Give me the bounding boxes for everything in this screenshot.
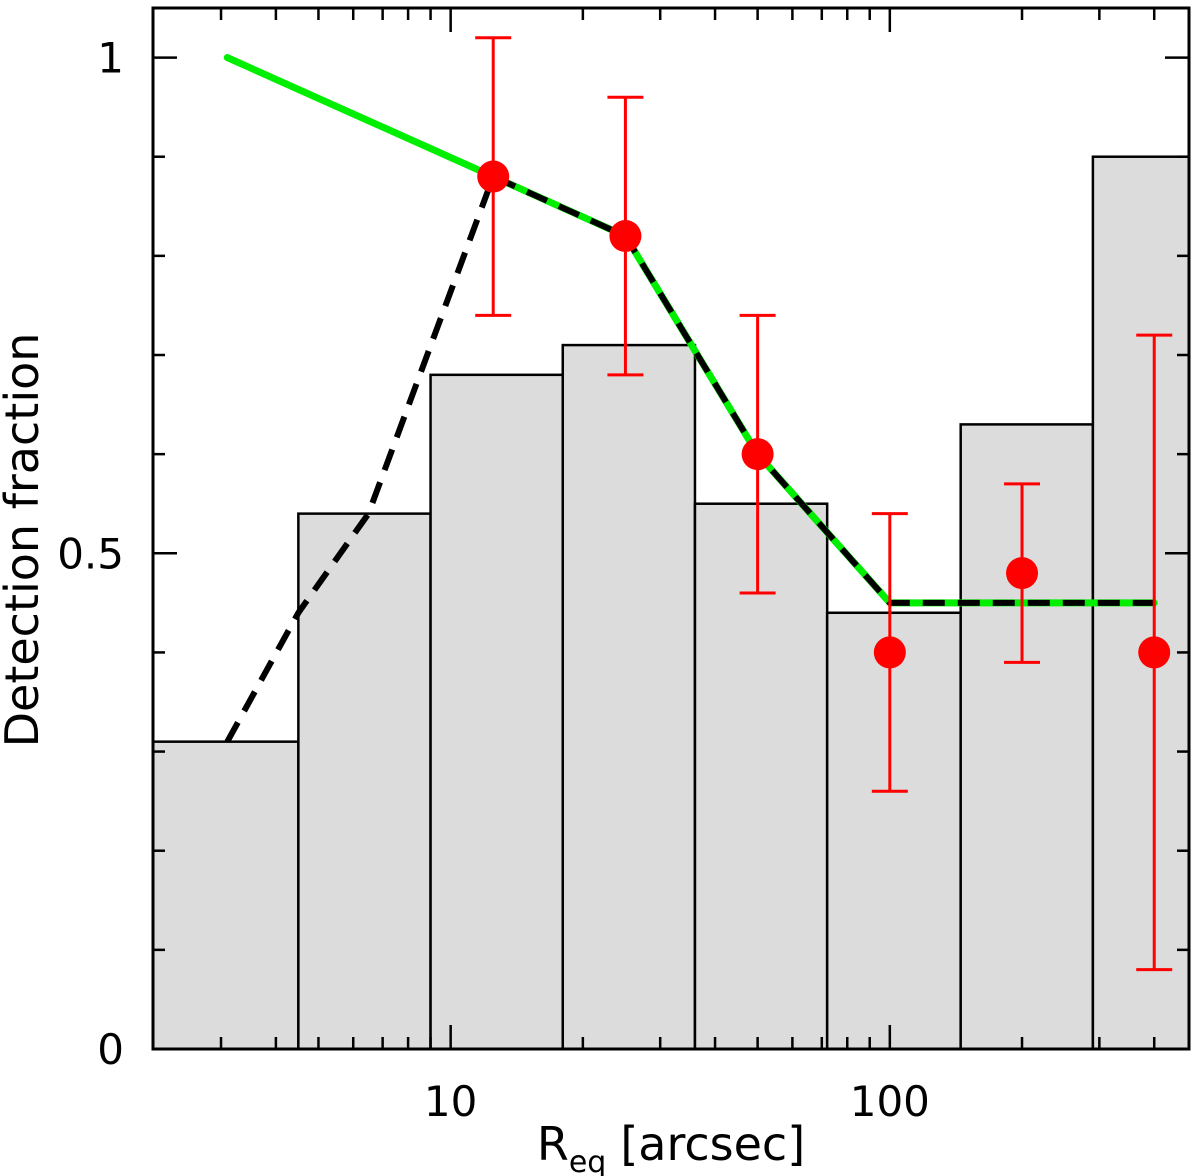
axis-ticks — [153, 8, 1189, 1051]
x-axis-title-main: R — [537, 1117, 569, 1171]
histogram-bars — [151, 155, 1191, 1051]
data-points — [477, 160, 1171, 669]
data-point-3 — [741, 438, 774, 471]
x-tick-label-10: 10 — [424, 1077, 477, 1126]
data-point-5 — [1006, 557, 1039, 590]
y-axis-title: Detection fraction — [0, 333, 49, 748]
data-point-1 — [477, 160, 510, 193]
y-tick-label-0: 0 — [97, 1025, 124, 1074]
histogram-bar-3 — [429, 373, 565, 1051]
plot-frame — [151, 6, 1191, 1051]
x-axis-title: Req [arcsec] — [537, 1117, 805, 1176]
histogram-bar-6 — [825, 611, 962, 1051]
y-tick-label-0.5: 0.5 — [57, 529, 124, 578]
x-axis-title-subscript: eq — [569, 1145, 607, 1176]
data-point-6 — [1138, 636, 1171, 669]
histogram-bar-4 — [561, 343, 697, 1051]
histogram-bar-7 — [959, 423, 1095, 1051]
y-tick-label-1: 1 — [97, 34, 124, 83]
x-tick-label-100: 100 — [850, 1077, 930, 1126]
tick-labels: 10 100 0 0.5 1 — [57, 34, 930, 1126]
x-axis-title-unit: [arcsec] — [620, 1117, 805, 1171]
histogram-bar-5 — [693, 502, 829, 1051]
data-point-4 — [873, 636, 906, 669]
histogram-bar-2 — [297, 512, 432, 1051]
histogram-bar-1 — [151, 740, 300, 1051]
data-point-2 — [609, 220, 642, 253]
